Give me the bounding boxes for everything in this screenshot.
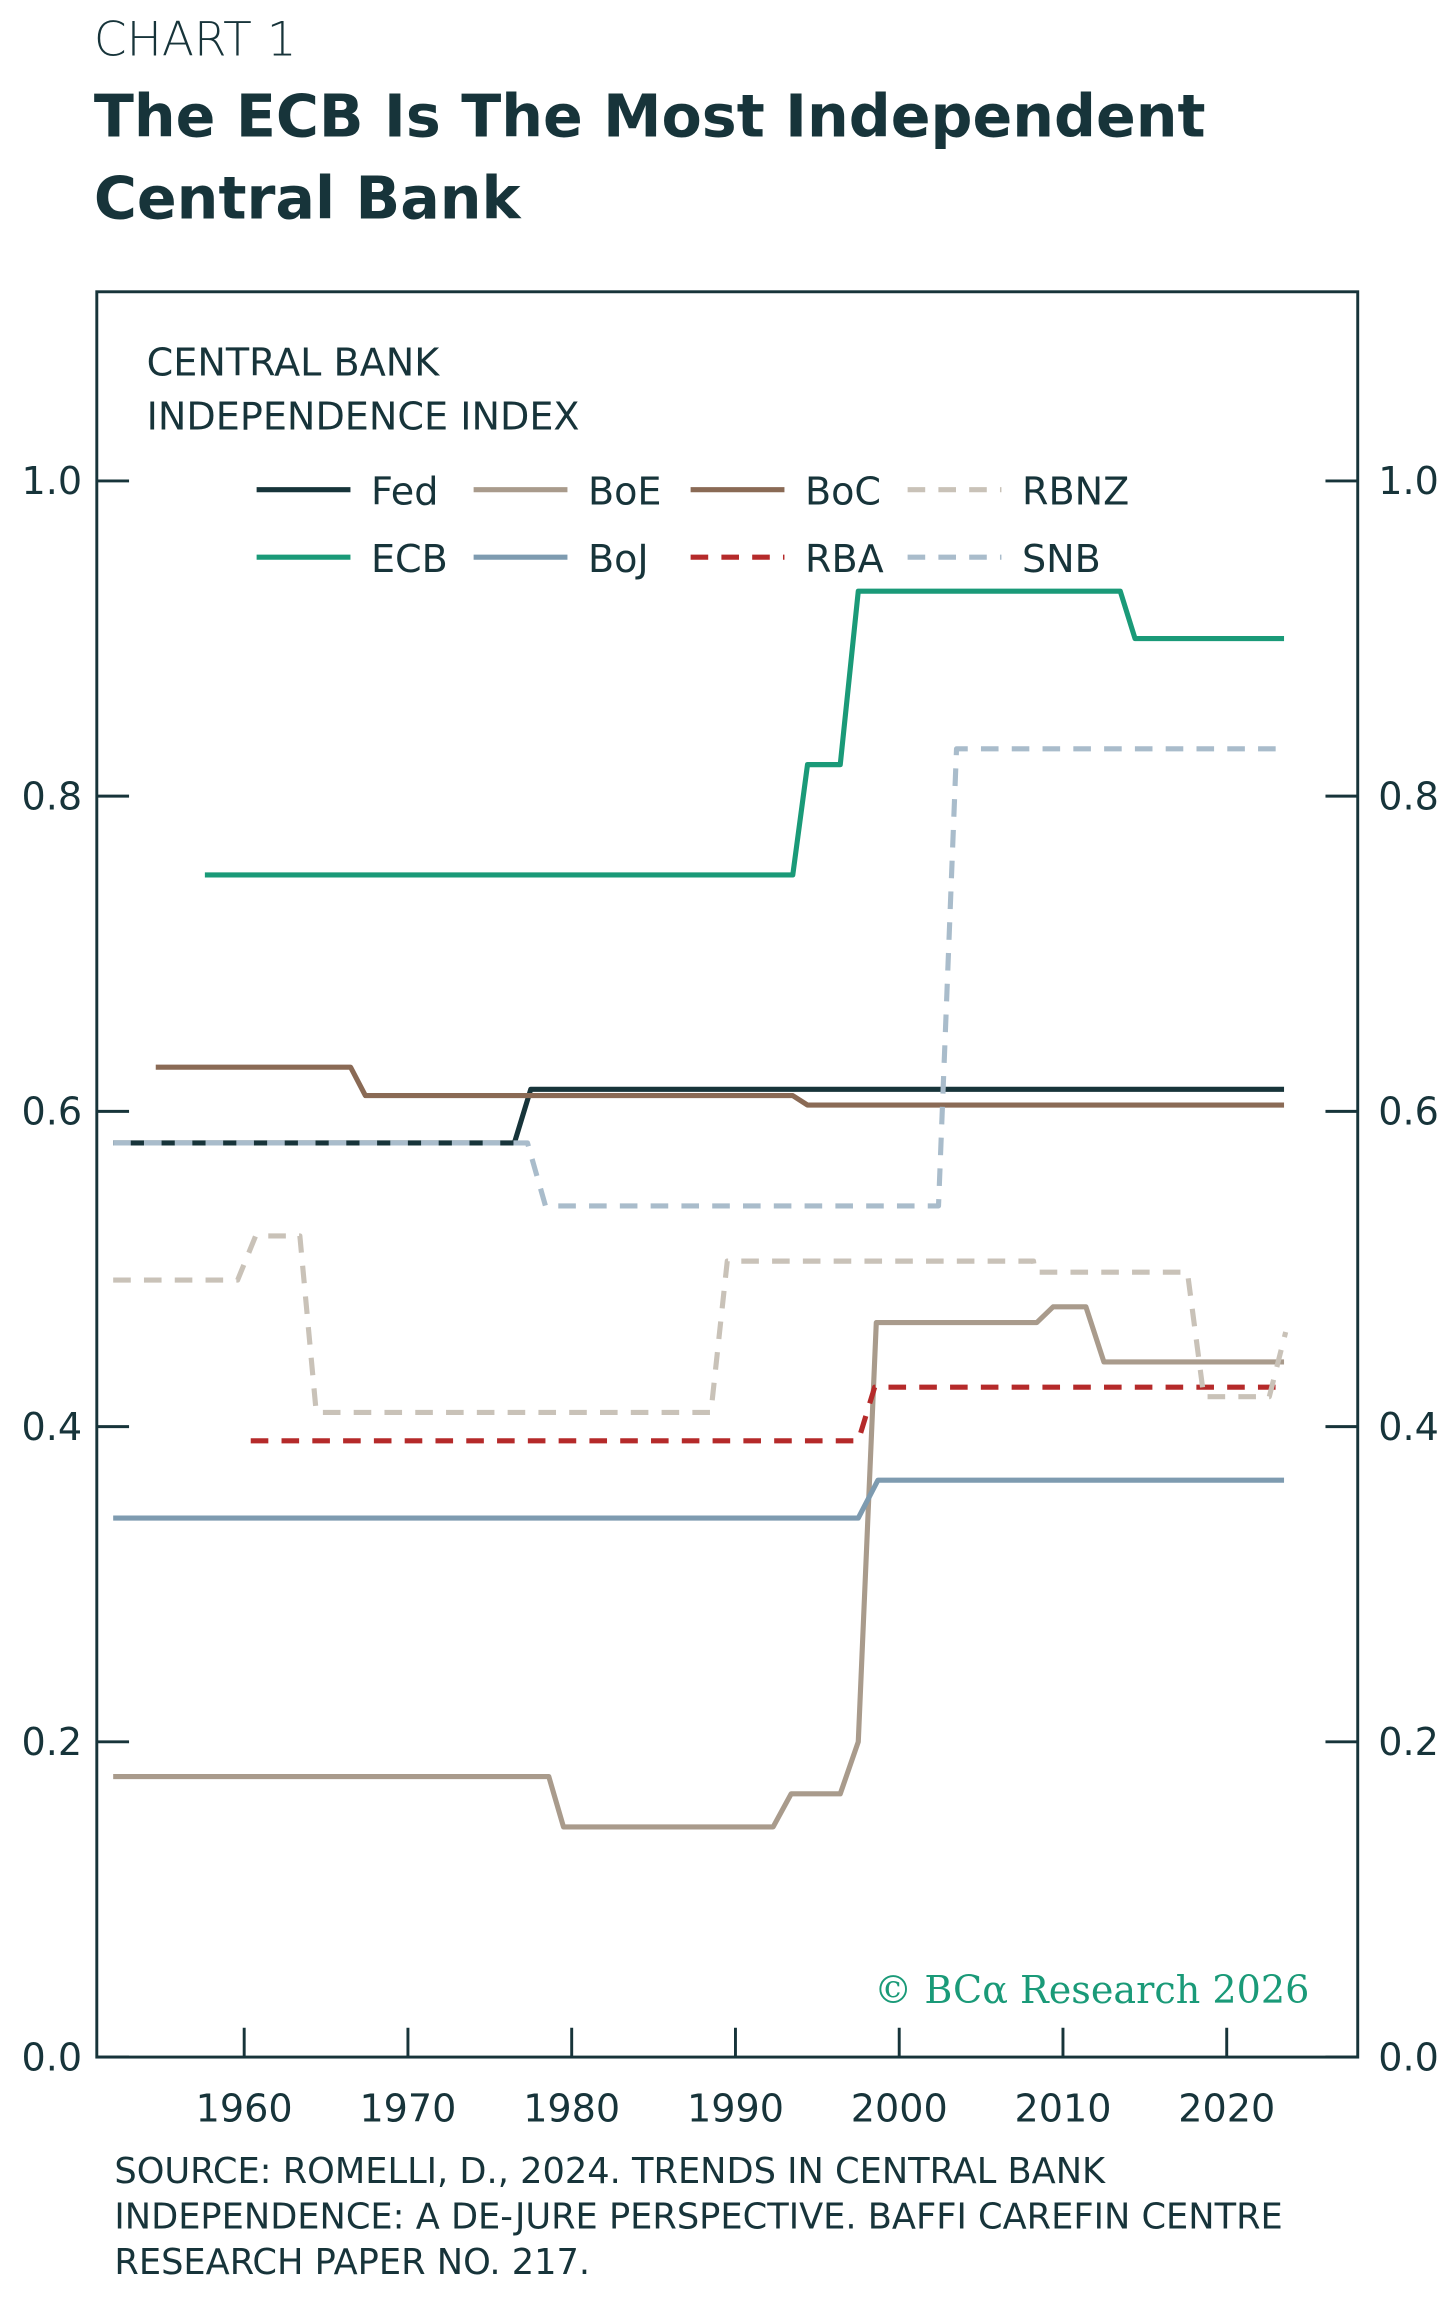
x-tick-label: 2010 bbox=[1014, 2087, 1111, 2131]
y-tick-label: 1.0 bbox=[22, 459, 83, 503]
title-box: The ECB Is The Most Independent Central … bbox=[93, 83, 1206, 234]
y2-tick-label: 0.4 bbox=[1378, 1405, 1439, 1449]
y2-tick-label: 0.8 bbox=[1378, 774, 1439, 818]
x-tick-label: 2020 bbox=[1178, 2087, 1275, 2131]
y-label-box: CENTRAL BANK INDEPENDENCE INDEX bbox=[146, 341, 580, 440]
y2-tick-label: 0.0 bbox=[1378, 2035, 1439, 2079]
legend-label: RBNZ bbox=[1022, 469, 1129, 513]
source-note: SOURCE: ROMELLI, D., 2024. TRENDS IN CEN… bbox=[114, 2150, 1283, 2283]
legend-label: Fed bbox=[371, 469, 438, 513]
x-tick-label: 1960 bbox=[196, 2087, 293, 2131]
chart-title: The ECB Is The Most Independent Central … bbox=[93, 83, 1206, 234]
y-tick-label: 0.8 bbox=[22, 774, 83, 818]
y2-tick-label: 0.2 bbox=[1378, 1720, 1439, 1764]
x-tick-label: 2000 bbox=[851, 2087, 948, 2131]
y-tick-label: 0.4 bbox=[22, 1405, 83, 1449]
legend-label: BoJ bbox=[588, 537, 649, 581]
series-line bbox=[113, 746, 1285, 1209]
legend-label: BoC bbox=[805, 469, 881, 513]
series-line bbox=[113, 1233, 1289, 1415]
legend-label: SNB bbox=[1022, 537, 1101, 581]
y-tick-label: 0.6 bbox=[22, 1090, 83, 1134]
source-box: SOURCE: ROMELLI, D., 2024. TRENDS IN CEN… bbox=[114, 2150, 1283, 2283]
x-tick-label: 1990 bbox=[687, 2087, 784, 2131]
legend-label: RBA bbox=[805, 537, 884, 581]
series-line bbox=[155, 1064, 1285, 1108]
y-tick-label: 0.2 bbox=[22, 1720, 83, 1764]
series-line bbox=[113, 1477, 1285, 1521]
chart-kicker: CHART 1 bbox=[94, 13, 297, 68]
y2-tick-label: 0.6 bbox=[1378, 1090, 1439, 1134]
y-axis-label: CENTRAL BANK INDEPENDENCE INDEX bbox=[146, 341, 580, 440]
plot-frame bbox=[95, 290, 1360, 2059]
x-tick-label: 1980 bbox=[523, 2087, 620, 2131]
legend-label: BoE bbox=[588, 469, 662, 513]
legend-label: ECB bbox=[371, 537, 448, 581]
series-line bbox=[250, 1384, 1285, 1444]
watermark: © BCα Research 2026 bbox=[874, 1968, 1309, 2012]
y2-tick-label: 1.0 bbox=[1378, 459, 1439, 503]
series-line bbox=[204, 588, 1285, 878]
y-tick-label: 0.0 bbox=[22, 2035, 83, 2079]
series-line bbox=[113, 1304, 1285, 1830]
x-tick-label: 1970 bbox=[359, 2087, 456, 2131]
